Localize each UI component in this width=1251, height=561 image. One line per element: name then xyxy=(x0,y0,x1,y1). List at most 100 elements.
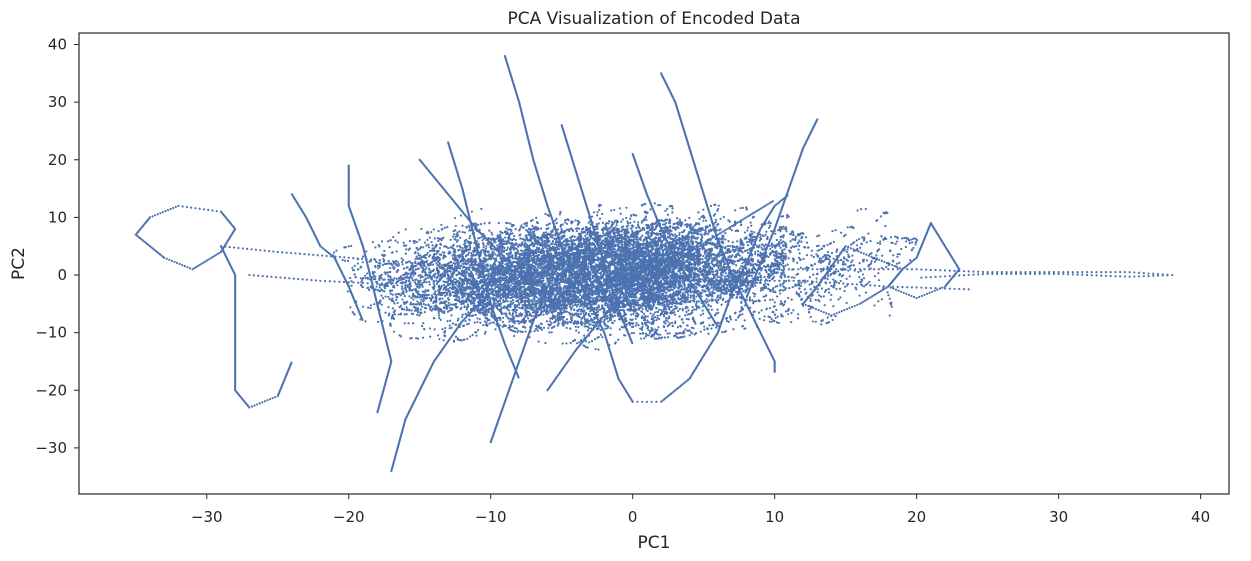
data-point xyxy=(613,319,616,322)
data-point xyxy=(328,280,331,283)
data-point xyxy=(365,250,368,253)
data-point xyxy=(529,330,532,333)
data-point xyxy=(967,270,970,273)
data-point xyxy=(298,252,302,255)
data-point xyxy=(835,268,838,271)
data-point xyxy=(621,218,624,221)
data-point xyxy=(920,294,923,298)
data-point xyxy=(804,303,807,306)
data-point xyxy=(435,250,439,253)
data-point xyxy=(898,267,901,270)
data-point xyxy=(305,278,309,281)
data-point xyxy=(164,210,167,213)
data-point xyxy=(408,283,411,286)
data-point xyxy=(584,339,587,342)
data-point xyxy=(183,265,186,268)
data-point xyxy=(851,283,854,286)
data-point xyxy=(261,275,264,278)
data-point xyxy=(742,243,745,246)
data-point xyxy=(439,318,442,321)
data-point xyxy=(181,263,184,267)
data-point xyxy=(174,205,177,209)
data-point xyxy=(441,297,444,300)
data-point xyxy=(941,286,944,289)
data-point xyxy=(246,247,249,250)
data-point xyxy=(550,331,553,334)
data-point xyxy=(1100,274,1103,277)
data-point xyxy=(918,295,921,299)
data-point xyxy=(1085,271,1089,274)
chart-title: PCA Visualization of Encoded Data xyxy=(507,9,800,29)
data-point xyxy=(933,289,936,292)
data-point xyxy=(769,222,772,225)
data-point xyxy=(803,279,806,282)
data-point xyxy=(161,211,164,214)
data-point xyxy=(266,399,269,402)
data-point xyxy=(873,284,876,287)
data-point xyxy=(421,285,424,288)
data-point xyxy=(1081,271,1084,274)
data-point xyxy=(1109,274,1112,278)
data-point xyxy=(814,307,818,311)
data-point xyxy=(1019,271,1022,274)
data-point xyxy=(248,273,251,277)
data-point xyxy=(765,230,768,233)
data-point xyxy=(218,251,221,255)
data-point xyxy=(487,311,490,314)
data-point xyxy=(473,321,476,324)
data-point xyxy=(820,310,823,313)
data-point xyxy=(188,267,192,270)
data-point xyxy=(381,297,385,300)
data-point xyxy=(892,287,895,290)
data-point xyxy=(294,252,297,255)
data-point xyxy=(882,285,885,288)
data-point xyxy=(853,241,856,244)
data-point xyxy=(169,207,172,211)
data-point xyxy=(849,268,852,271)
data-point xyxy=(1014,271,1018,274)
data-point xyxy=(1057,272,1060,275)
data-point xyxy=(367,306,370,309)
data-point xyxy=(352,257,355,260)
data-point xyxy=(920,276,923,279)
data-point xyxy=(332,251,336,254)
data-point xyxy=(376,411,379,414)
data-point xyxy=(1029,271,1032,274)
data-point xyxy=(178,262,181,266)
data-point xyxy=(338,255,341,259)
data-point xyxy=(748,296,752,299)
data-point xyxy=(425,266,428,269)
data-point xyxy=(872,268,876,271)
data-point xyxy=(257,274,260,277)
data-point xyxy=(370,304,373,307)
data-point xyxy=(1048,271,1051,274)
data-point xyxy=(855,239,858,242)
data-point xyxy=(1029,272,1032,275)
data-point xyxy=(782,225,785,228)
data-point xyxy=(332,254,335,257)
data-point xyxy=(274,276,278,279)
data-point xyxy=(943,275,947,278)
data-point xyxy=(250,405,254,408)
data-point xyxy=(1066,271,1070,274)
data-point xyxy=(915,296,918,300)
data-point xyxy=(783,273,786,276)
data-point xyxy=(929,286,932,290)
data-point xyxy=(344,246,347,249)
data-point xyxy=(202,208,206,211)
data-point xyxy=(1147,274,1150,278)
data-point xyxy=(263,249,266,252)
data-point xyxy=(953,287,956,290)
data-point xyxy=(177,204,180,207)
data-point xyxy=(745,295,748,298)
data-point xyxy=(768,224,772,227)
data-point xyxy=(351,266,354,269)
data-point xyxy=(387,259,390,263)
data-point xyxy=(891,263,894,267)
data-point xyxy=(170,259,174,262)
data-point xyxy=(346,259,350,263)
data-point xyxy=(190,206,193,209)
data-point xyxy=(279,276,282,279)
data-point xyxy=(271,397,274,400)
data-point xyxy=(806,279,809,283)
